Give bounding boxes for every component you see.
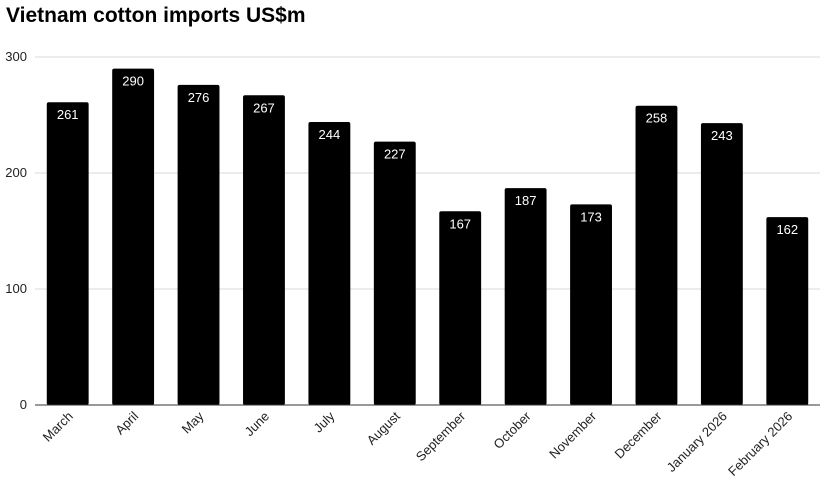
- bar: [504, 188, 547, 405]
- data-label: 267: [253, 100, 275, 115]
- data-label: 167: [449, 216, 471, 231]
- bar: [177, 84, 220, 405]
- bar: [308, 121, 351, 406]
- bar: [439, 211, 482, 405]
- data-label: 173: [580, 209, 602, 224]
- data-label: 290: [122, 74, 144, 89]
- bar: [766, 217, 809, 405]
- gridlines: [35, 56, 820, 290]
- x-tick-label: April: [112, 408, 141, 437]
- y-tick-label: 0: [20, 397, 27, 412]
- bar: [112, 68, 155, 405]
- bar: [46, 102, 89, 406]
- x-tick-label: October: [490, 408, 534, 452]
- data-label: 258: [646, 111, 668, 126]
- y-tick-label: 100: [5, 281, 27, 296]
- data-label: 187: [515, 193, 537, 208]
- y-tick-label: 200: [5, 165, 27, 180]
- bar: [635, 105, 678, 405]
- data-label: 243: [711, 128, 733, 143]
- data-label: 276: [188, 90, 210, 105]
- data-label: 261: [57, 107, 79, 122]
- data-label: 227: [384, 147, 406, 162]
- x-tick-label: January 2026: [664, 409, 730, 475]
- bar: [700, 123, 743, 406]
- x-tick-label: September: [413, 408, 469, 464]
- y-tick-label: 300: [5, 49, 27, 64]
- x-tick-label: May: [179, 408, 207, 436]
- x-tick-label: November: [546, 408, 599, 461]
- x-tick-label: July: [311, 408, 338, 435]
- data-label: 244: [319, 127, 341, 142]
- x-axis: March April May June July August September Octo…: [35, 404, 820, 479]
- bar: [373, 141, 416, 405]
- bar: [243, 95, 285, 405]
- chart-title: Vietnam cotton imports US$m: [6, 4, 306, 27]
- x-tick-label: June: [242, 409, 273, 440]
- x-tick-label: February 2026: [725, 409, 795, 479]
- bar: [570, 204, 612, 405]
- x-tick-label: August: [364, 408, 403, 447]
- y-axis: 0 100 200 300: [5, 49, 27, 412]
- data-label: 162: [776, 222, 798, 237]
- bars: 261 290 276 267 244 227 167 187 173 258 243 162: [46, 68, 809, 406]
- x-tick-label: March: [40, 409, 76, 445]
- x-tick-label: December: [612, 408, 665, 461]
